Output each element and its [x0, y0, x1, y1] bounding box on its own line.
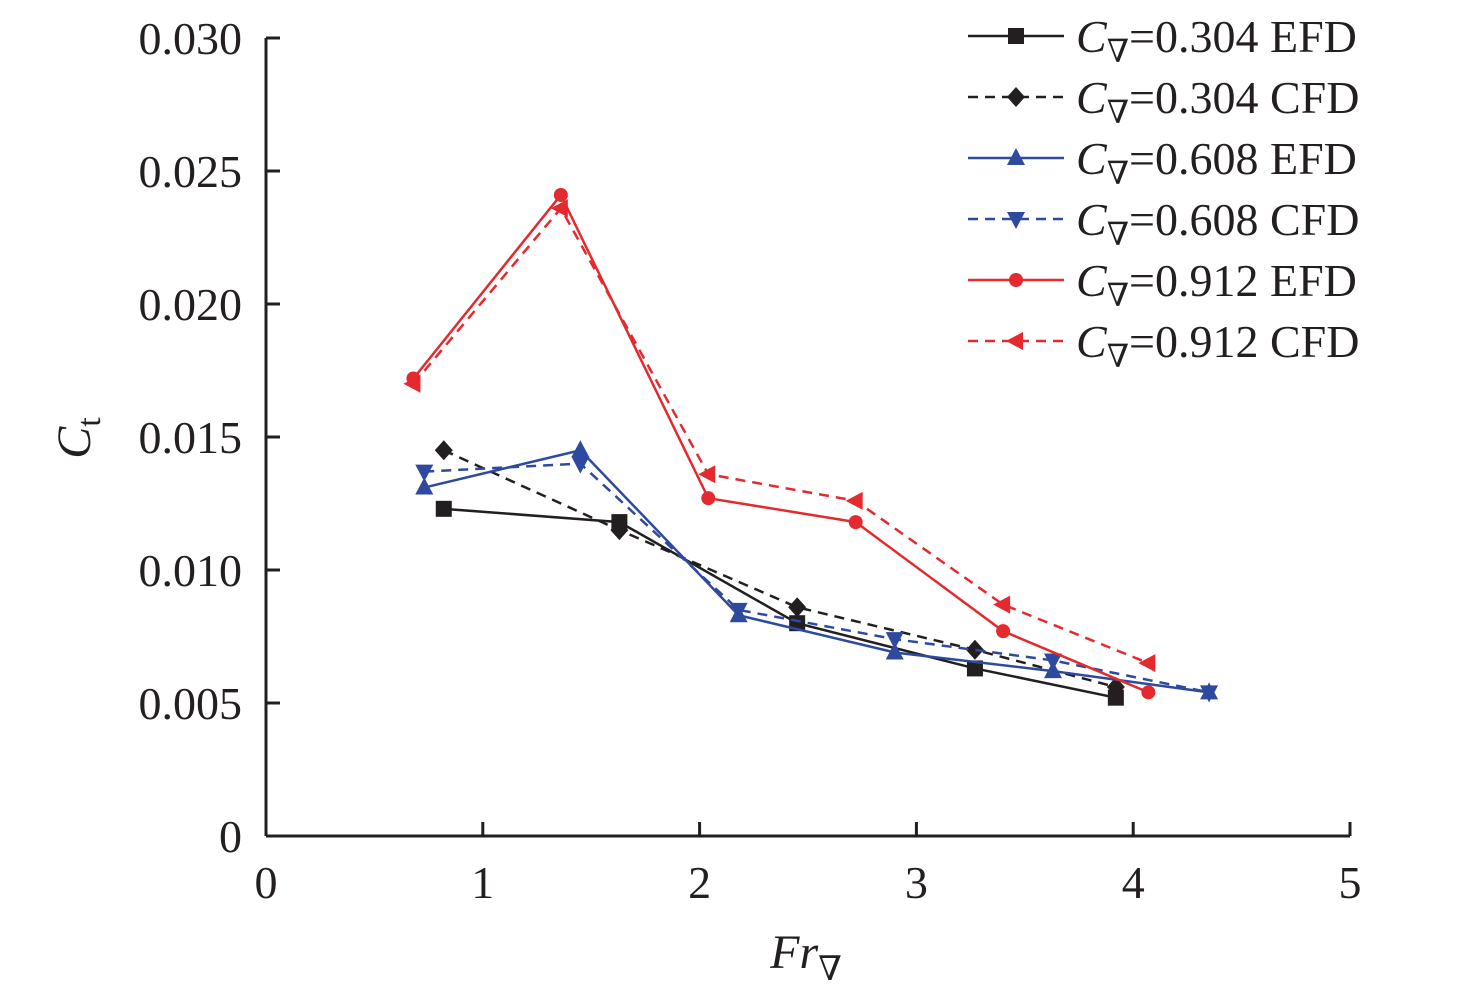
legend-item: C∇=0.304 CFD [968, 72, 1359, 130]
y-tick-label: 0.030 [139, 13, 243, 64]
data-point [885, 642, 904, 660]
axes: 0 0.005 0.010 0.015 0.020 0.025 0.030 0 1 2 3 4 5 [139, 13, 1362, 908]
x-tick-label: 3 [905, 857, 928, 908]
data-point [571, 440, 590, 458]
data-point [698, 465, 716, 484]
series-2 [434, 440, 1125, 698]
legend-label: C∇=0.304 EFD [1076, 11, 1357, 69]
legend-label: C∇=0.608 CFD [1076, 194, 1359, 252]
legend-item: C∇=0.608 CFD [968, 194, 1359, 252]
y-tick-label: 0.015 [139, 412, 243, 463]
data-point [610, 520, 629, 541]
data-point [1043, 653, 1062, 671]
series-line [412, 192, 1149, 694]
series-line [423, 448, 1210, 694]
y-tick-label: 0.010 [139, 545, 243, 596]
data-point [729, 602, 748, 620]
series-line [412, 206, 1149, 665]
series-line [443, 449, 1117, 689]
data-point [1008, 28, 1024, 44]
data-point [403, 374, 421, 393]
data-point [1009, 273, 1023, 287]
data-point [1007, 148, 1025, 165]
x-axis-title: Fr∇ [769, 926, 842, 984]
data-point [553, 187, 568, 202]
legend-label: C∇=0.304 CFD [1076, 72, 1359, 130]
x-tick-label: 0 [255, 857, 278, 908]
legend-label: C∇=0.608 EFD [1076, 133, 1357, 191]
series-5 [406, 187, 1156, 700]
y-tick-label: 0.025 [139, 146, 243, 197]
x-tick-label: 2 [688, 857, 711, 908]
data-point [848, 515, 863, 530]
data-point [1141, 685, 1156, 700]
y-tick-label: 0 [219, 811, 242, 862]
data-point [571, 456, 590, 474]
data-point [965, 639, 984, 660]
data-point [435, 500, 452, 517]
data-point [701, 491, 716, 506]
x-tick-label: 4 [1122, 857, 1145, 908]
data-point [993, 595, 1011, 614]
data-point [550, 199, 568, 218]
data-point [885, 632, 904, 650]
series-1 [435, 500, 1124, 706]
series-3 [415, 440, 1219, 700]
data-point [415, 464, 434, 482]
data-point [1200, 685, 1219, 703]
y-axis-title: Ct [48, 417, 108, 459]
data-point [1007, 87, 1025, 107]
data-point [788, 597, 807, 618]
data-point [1106, 677, 1125, 698]
data-point [1007, 212, 1025, 229]
data-point [845, 491, 863, 510]
series-line [424, 462, 1210, 694]
y-tick-label: 0.020 [139, 279, 243, 330]
data-point [415, 477, 434, 495]
data-point [434, 440, 453, 461]
data-point [1138, 654, 1156, 673]
legend-item: C∇=0.304 EFD [968, 11, 1357, 69]
data-point [1107, 689, 1124, 706]
data-point [1006, 332, 1023, 350]
legend-label: C∇=0.912 EFD [1076, 255, 1357, 313]
data-point [996, 624, 1011, 639]
legend-item: C∇=0.608 EFD [968, 133, 1357, 191]
x-tick-label: 5 [1339, 857, 1362, 908]
legend-item: C∇=0.912 EFD [968, 255, 1357, 313]
data-point [966, 660, 983, 677]
legend-label: C∇=0.912 CFD [1076, 316, 1359, 374]
plot-area [403, 187, 1219, 706]
x-tick-label: 1 [471, 857, 494, 908]
legend-item: C∇=0.912 CFD [968, 316, 1359, 374]
series-line [443, 507, 1117, 699]
series-6 [403, 199, 1156, 673]
y-tick-label: 0.005 [139, 678, 243, 729]
series-4 [415, 456, 1219, 703]
